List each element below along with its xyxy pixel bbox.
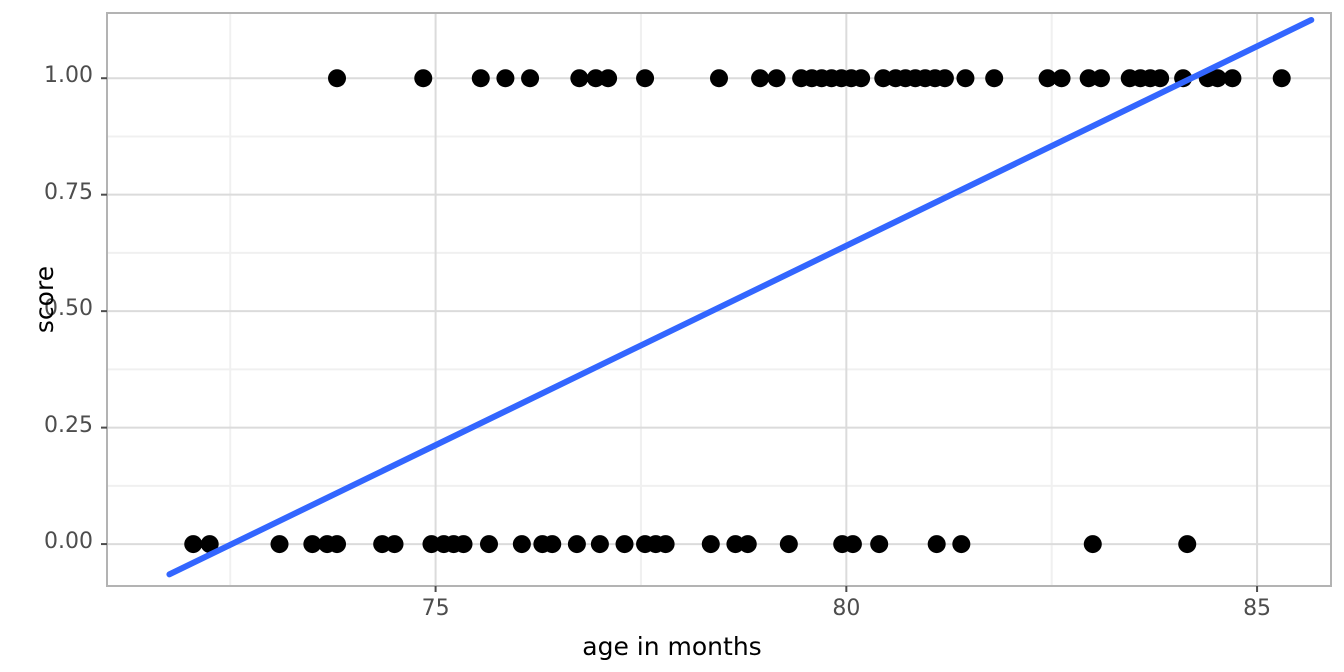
major-gridlines: [107, 13, 1331, 586]
y-tick-label: 0.75: [44, 179, 93, 205]
panel-border: [106, 12, 1332, 587]
y-tick-label: 1.00: [44, 63, 93, 89]
minor-gridlines: [107, 13, 1331, 586]
y-tick-label: 0.25: [44, 412, 93, 438]
x-tick-label: 80: [832, 596, 861, 621]
x-tick-label: 85: [1243, 596, 1272, 621]
y-axis-title: score: [30, 265, 60, 334]
x-axis-tick-marks: [434, 586, 1259, 592]
y-tick-label: 0.50: [44, 296, 93, 322]
scatter-points: [184, 69, 1291, 554]
x-tick-label: 75: [421, 596, 450, 621]
x-axis-title: age in months: [582, 632, 762, 661]
y-axis-tick-marks: [101, 77, 107, 546]
regression-line: [166, 16, 1315, 578]
y-tick-label: 0.00: [44, 529, 93, 555]
